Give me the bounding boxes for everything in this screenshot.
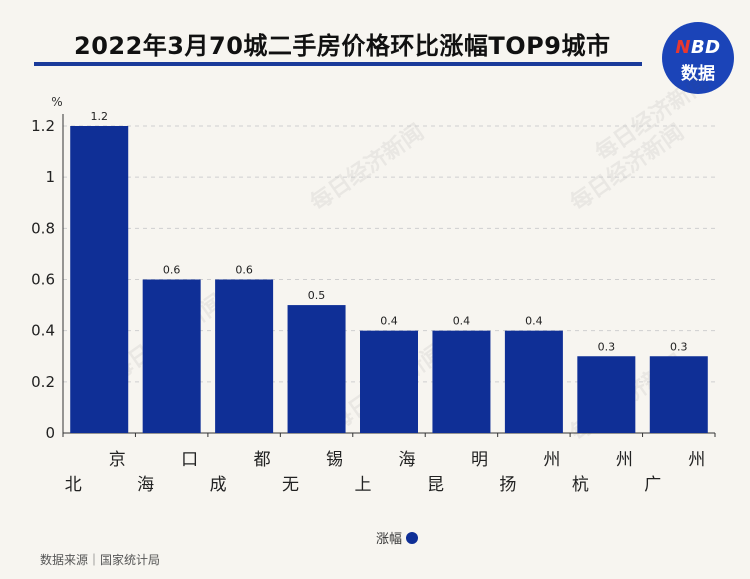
data-label: 0.5: [308, 289, 326, 302]
logo-letter-n: N: [675, 37, 691, 58]
bar: [504, 330, 563, 433]
x-tick-label: 扬州: [499, 450, 560, 495]
x-tick-label: 广州: [644, 450, 705, 495]
data-label: 0.3: [598, 340, 616, 353]
y-tick-label: 0.2: [31, 373, 55, 391]
y-tick-label: 0.6: [31, 271, 55, 289]
source-note: 数据来源｜国家统计局: [40, 553, 161, 567]
y-unit-label: %: [51, 95, 62, 109]
y-tick-label: 0.4: [31, 322, 55, 340]
logo-letters-bd: BD: [690, 37, 721, 58]
y-tick-label: 0.8: [31, 219, 55, 237]
bar: [287, 305, 346, 433]
x-tick-label: 成都: [210, 450, 271, 495]
bar: [70, 126, 129, 433]
bar: [432, 330, 491, 433]
data-label: 0.4: [453, 315, 471, 328]
x-tick-label: 杭州: [572, 450, 633, 495]
x-tick-label: 北京: [65, 450, 126, 495]
bar: [649, 356, 708, 433]
data-label: 0.6: [235, 264, 253, 277]
x-tick-label: 昆明: [427, 450, 488, 495]
data-label: 0.4: [380, 315, 398, 328]
legend-label: 涨幅: [376, 532, 402, 547]
logo-text: 数据: [681, 64, 715, 84]
bar: [215, 279, 274, 433]
data-label: 0.3: [670, 340, 688, 353]
x-tick-label: 上海: [355, 450, 416, 495]
bar: [142, 279, 201, 433]
y-tick-label: 0: [45, 424, 55, 442]
data-label: 0.6: [163, 264, 181, 277]
bar: [577, 356, 636, 433]
x-tick-label: 无锡: [282, 450, 343, 495]
chart-title: 2022年3月70城二手房价格环比涨幅TOP9城市: [74, 32, 611, 60]
bar: [360, 330, 418, 433]
x-tick-label: 海口: [137, 450, 198, 495]
data-label: 1.2: [90, 110, 108, 123]
title-underline: [34, 62, 642, 66]
y-tick-label: 1.2: [31, 117, 55, 135]
data-label: 0.4: [525, 315, 543, 328]
legend-marker: [406, 532, 418, 544]
nbd-logo: NBD 数据: [662, 22, 734, 94]
y-tick-label: 1: [45, 168, 55, 186]
